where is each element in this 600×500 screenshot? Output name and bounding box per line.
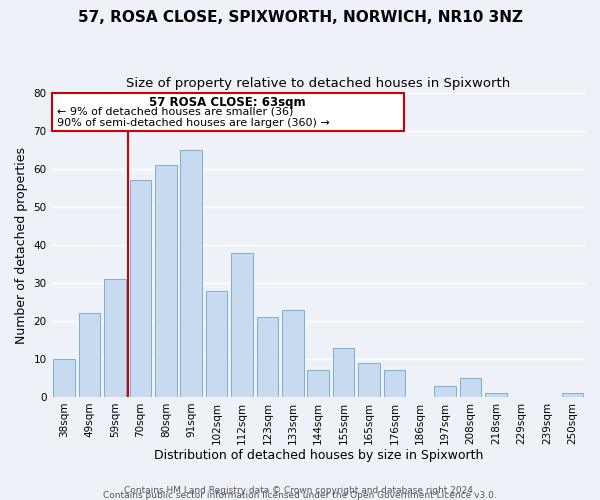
Title: Size of property relative to detached houses in Spixworth: Size of property relative to detached ho… xyxy=(126,78,511,90)
Bar xyxy=(79,314,100,397)
Text: Contains public sector information licensed under the Open Government Licence v3: Contains public sector information licen… xyxy=(103,490,497,500)
Y-axis label: Number of detached properties: Number of detached properties xyxy=(15,146,28,344)
Bar xyxy=(130,180,151,397)
Bar xyxy=(206,290,227,397)
Bar xyxy=(282,310,304,397)
Bar xyxy=(383,370,405,397)
Bar xyxy=(155,165,176,397)
Bar xyxy=(333,348,355,397)
Bar xyxy=(231,252,253,397)
Bar xyxy=(53,359,75,397)
Bar xyxy=(460,378,481,397)
Text: Contains HM Land Registry data © Crown copyright and database right 2024.: Contains HM Land Registry data © Crown c… xyxy=(124,486,476,495)
Bar xyxy=(562,393,583,397)
Bar xyxy=(257,317,278,397)
Text: 57 ROSA CLOSE: 63sqm: 57 ROSA CLOSE: 63sqm xyxy=(149,96,306,109)
Bar xyxy=(307,370,329,397)
Text: 90% of semi-detached houses are larger (360) →: 90% of semi-detached houses are larger (… xyxy=(57,118,329,128)
Bar xyxy=(181,150,202,397)
Bar xyxy=(358,363,380,397)
Bar xyxy=(104,279,126,397)
X-axis label: Distribution of detached houses by size in Spixworth: Distribution of detached houses by size … xyxy=(154,450,483,462)
FancyBboxPatch shape xyxy=(52,93,404,131)
Bar xyxy=(485,393,507,397)
Text: ← 9% of detached houses are smaller (36): ← 9% of detached houses are smaller (36) xyxy=(57,106,293,117)
Text: 57, ROSA CLOSE, SPIXWORTH, NORWICH, NR10 3NZ: 57, ROSA CLOSE, SPIXWORTH, NORWICH, NR10… xyxy=(77,10,523,25)
Bar xyxy=(434,386,456,397)
